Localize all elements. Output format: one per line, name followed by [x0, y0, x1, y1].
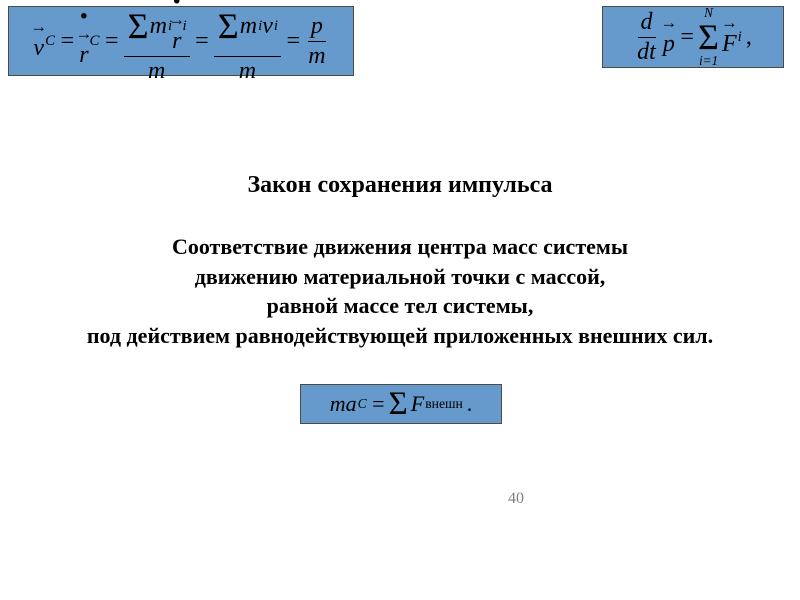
frac-sum-mr: Σ mi ri m — [122, 0, 192, 86]
page-number: 40 — [508, 490, 524, 508]
frac-p-over-m: p m — [303, 12, 330, 71]
formula-ma-equals-sum-F: maC = Σ Fвнешн . — [300, 384, 502, 424]
sym-eq: = — [57, 29, 77, 53]
frac-sum-mv: Σ mi vi m — [212, 0, 283, 86]
sum-i-1-N: N Σ i=1 — [697, 7, 720, 67]
body-line-3: равной массе тел системы, — [0, 291, 800, 321]
formula-momentum-derivative: d dt p = N Σ i=1 Fi , — [602, 6, 784, 68]
sigma-icon: Σ — [698, 19, 719, 55]
body-line-4: под действием равнодействующей приложенн… — [0, 321, 800, 351]
heading-text: Закон сохранения импульса — [247, 172, 552, 198]
frac-d-dt: d dt — [632, 8, 661, 67]
body-line-2: движению материальной точки с массой, — [0, 262, 800, 292]
sym-r: r — [79, 42, 88, 68]
sigma-icon: Σ — [389, 388, 408, 421]
sigma-icon: Σ — [128, 8, 149, 44]
slide: vC = rC = Σ mi ri m = Σ mi vi m — [0, 0, 800, 600]
body-text: Соответствие движения центра масс систем… — [0, 232, 800, 351]
sym-F: F — [722, 31, 737, 57]
section-title: Закон сохранения импульса — [0, 172, 800, 199]
sym-v: v — [33, 35, 44, 61]
body-line-1: Соответствие движения центра масс систем… — [0, 232, 800, 262]
sym-comma: , — [744, 25, 754, 49]
sym-p: p — [663, 31, 675, 57]
formula-velocity-center-of-mass: vC = rC = Σ mi ri m = Σ mi vi m — [8, 6, 354, 76]
